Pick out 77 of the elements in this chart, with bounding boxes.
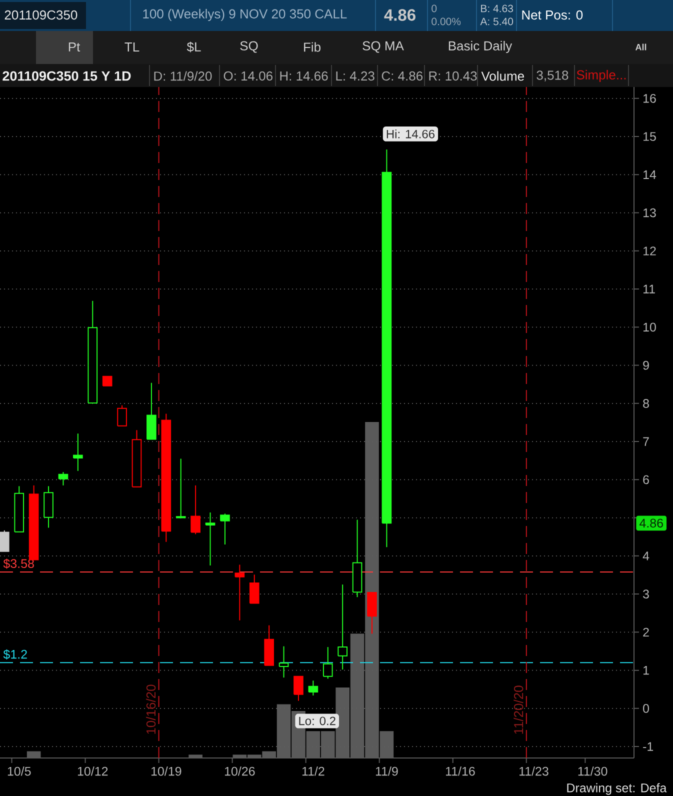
ref-line-label: $3.58 [3, 558, 34, 569]
text: C: 4.86 [382, 71, 423, 81]
x-tick-label: 11/23 [520, 766, 548, 776]
x-tick-label: 11/30 [578, 766, 608, 776]
candlestick [278, 646, 289, 678]
x-tick-label: 11/16 [446, 766, 475, 776]
candlestick [58, 472, 68, 486]
x-tick-label: 10/26 [224, 766, 255, 776]
x-tick-label: 10/19 [151, 766, 182, 776]
candlestick [220, 513, 230, 545]
text: Volume [481, 71, 524, 81]
candlestick [73, 433, 83, 472]
chart-title: 201109C350 15 Y 1D [2, 71, 131, 81]
y-tick-label: 1 [643, 666, 649, 675]
text: 0.00% [432, 18, 461, 26]
y-tick-label: 4 [642, 552, 650, 560]
text: O: 14.06 [224, 71, 272, 81]
text: 3,518 [536, 70, 568, 82]
text: All [635, 44, 646, 50]
x-tick-label: 10/12 [78, 766, 108, 776]
y-tick-label: 6 [643, 475, 649, 484]
x-tick-label: 10/5 [8, 766, 31, 776]
y-tick-label: 14 [643, 170, 656, 179]
x-tick-label: 11/2 [302, 766, 324, 776]
text: Basic Daily [448, 40, 512, 54]
y-tick-label: 15 [643, 132, 656, 141]
candlestick [234, 564, 245, 621]
y-tick-label: 13 [643, 208, 656, 218]
candlestick [117, 404, 127, 426]
candlestick [0, 530, 10, 552]
text: Simple... [576, 70, 626, 82]
text: Drawing set: Defa [567, 783, 667, 795]
candlestick [249, 574, 260, 604]
text: SQ [240, 41, 258, 53]
annotation: 11/20/20 [514, 686, 524, 734]
text: R: 10.43 [429, 71, 477, 81]
text: TL [124, 42, 140, 52]
y-tick-label: 16 [643, 94, 656, 103]
text: SQ MA [362, 41, 404, 53]
candlestick [322, 646, 333, 680]
text: $L [186, 42, 201, 52]
y-tick-label: 8 [643, 399, 649, 408]
text: 201109C350 [4, 10, 78, 20]
y-tick-label: 10 [643, 322, 656, 332]
y-tick-label: 9 [643, 360, 649, 370]
text: 0 [432, 4, 437, 12]
text: Pt [68, 42, 80, 52]
candlestick [102, 376, 112, 386]
text: Fib [304, 42, 320, 52]
annotation: 10/16/20 [146, 684, 156, 734]
y-tick-label: 0 [643, 704, 649, 713]
ref-line-label: $1.2 [3, 649, 27, 660]
text: L: 4.23 [336, 71, 374, 81]
candlestick [176, 458, 186, 519]
text: B: 4.63 [481, 4, 514, 12]
text: 4.86 [384, 9, 416, 21]
y-tick-label: 11 [643, 284, 655, 294]
y-tick-label: 7 [643, 437, 649, 446]
text: D: 11/9/20 [154, 71, 212, 81]
candlestick [367, 592, 377, 634]
candlestick [308, 680, 318, 696]
annotation: Hi: 14.66 [386, 130, 434, 138]
candlestick [190, 484, 200, 535]
text: A: 5.40 [480, 18, 514, 26]
y-tick-label: 12 [643, 246, 656, 256]
text: Net Pos: 0 [522, 10, 583, 20]
chart-subtitle: 100 (Weeklys) 9 NOV 20 350 CALL [143, 8, 347, 22]
candlestick [205, 512, 216, 566]
candlestick [338, 584, 348, 670]
x-tick-label: 11/9 [376, 766, 398, 776]
annotation: Lo: 0.2 [299, 716, 336, 726]
y-tick-label: 2 [643, 628, 649, 637]
text: H: 14.66 [280, 71, 328, 81]
y-tick-label: 3 [643, 590, 649, 598]
annotation: 4.86 [639, 518, 663, 528]
y-tick-label: -1 [643, 742, 654, 751]
candlestick [294, 676, 304, 702]
